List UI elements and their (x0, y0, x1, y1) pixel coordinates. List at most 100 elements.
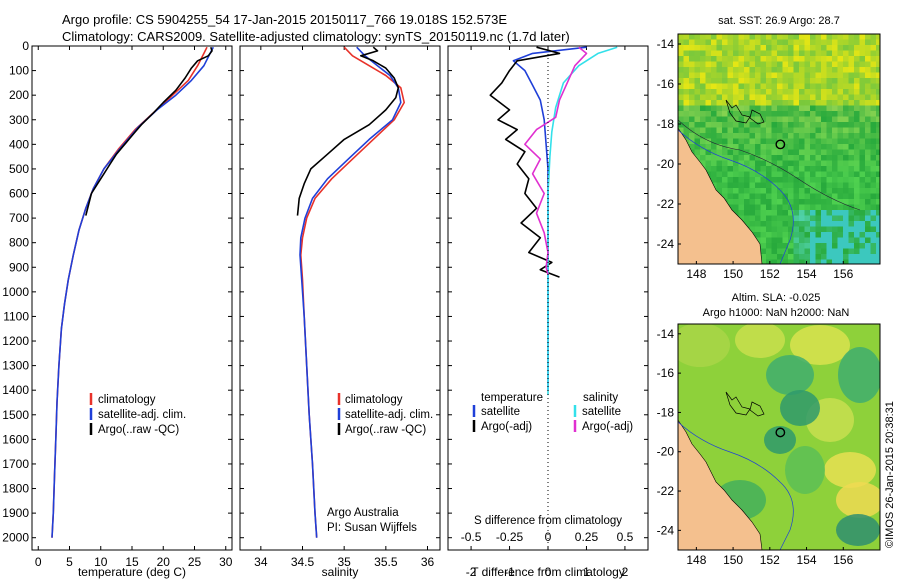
x-tick-label: 1 (583, 565, 590, 579)
figure-title-line1: Argo profile: CS 5904255_54 17-Jan-2015 … (62, 12, 507, 27)
x-tick-label: 0 (545, 565, 552, 579)
map-y-tick-label: -14 (657, 37, 675, 51)
map-x-tick-label: 150 (723, 553, 743, 567)
y-tick-label: 300 (9, 113, 29, 127)
map-x-tick-label: 148 (686, 553, 706, 567)
legend-satellite-adj: satellite-adj. clim. (345, 409, 433, 421)
sla-map-subtitle: Argo h1000: NaN h2000: NaN (703, 307, 850, 319)
y-tick-label: 800 (9, 236, 29, 250)
legend-satellite-adj: satellite-adj. clim. (98, 409, 186, 421)
annotation-argo-australia: Argo Australia (327, 507, 399, 519)
x-tick-label: 35 (337, 555, 351, 569)
map-x-tick-label: 150 (723, 267, 743, 281)
y-tick-label: 2000 (2, 531, 29, 545)
x-tick-label: -2 (466, 565, 477, 579)
legend-salinity-argo: Argo(-adj) (582, 421, 633, 433)
series-line-argo-raw-qc- (296, 46, 400, 216)
y-tick-label: 1000 (2, 285, 29, 299)
salinity-plot: 34 34.5 35 35.5 36 (240, 45, 440, 569)
series-line-satellite-adj-clim- (299, 46, 402, 538)
x-tick-label-salinity: 0.5 (617, 530, 634, 544)
temperature-plot: 0 5 10 15 20 25 300100200300400500600700800900… (2, 39, 232, 569)
y-tick-label: 1400 (2, 383, 29, 397)
series-line-temperature-satellite (512, 46, 587, 391)
x-tick-label: 25 (188, 555, 202, 569)
y-tick-label: 1200 (2, 334, 29, 348)
series-line-argo-raw-qc- (85, 46, 213, 216)
y-tick-label: 100 (9, 64, 29, 78)
y-tick-label: 1600 (2, 432, 29, 446)
x-tick-label: 34.5 (291, 555, 315, 569)
temperature-legend: climatology satellite-adj. clim. Argo(..… (89, 393, 186, 436)
salinity-axes (239, 45, 441, 551)
series-line-climatology (300, 46, 405, 538)
difference-plot: -2 -1 0 1 2 -0.5 -0.25 0 0.25 0.5 (448, 45, 648, 579)
x-tick-label: 2 (622, 565, 629, 579)
difference-xlabel-temperature: T difference from climatology (471, 565, 625, 579)
x-tick-label: 15 (125, 555, 139, 569)
map-y-tick-label: -18 (657, 405, 675, 419)
series-line-temperature-argo-adj- (489, 46, 561, 278)
y-tick-label: 1300 (2, 359, 29, 373)
sst-map (678, 34, 880, 264)
legend-temperature-title: temperature (481, 392, 543, 404)
land-mass (678, 419, 763, 550)
legend-salinity-satellite: satellite (582, 406, 621, 418)
series-line-climatology (51, 46, 208, 538)
series-line-salinity-argo-adj- (524, 46, 588, 275)
legend-argo: Argo(..raw -QC) (345, 424, 426, 436)
x-tick-label: 0 (35, 555, 42, 569)
legend-climatology: climatology (345, 394, 403, 406)
x-tick-label: 20 (157, 555, 171, 569)
argo-position-marker (775, 427, 786, 438)
map-x-tick-label: 156 (833, 553, 853, 567)
credit-text: ©IMOS 26-Jan-2015 20:38:31 (884, 401, 896, 548)
map-x-tick-label: 154 (797, 553, 817, 567)
annotation-pi: PI: Susan Wijffels (327, 522, 417, 534)
y-tick-label: 700 (9, 211, 29, 225)
map-x-tick-label: 156 (833, 267, 853, 281)
legend-salinity-title: salinity (583, 392, 618, 404)
x-tick-label: 35.5 (374, 555, 398, 569)
x-tick-label: 5 (66, 555, 73, 569)
reef-outline (725, 99, 765, 125)
salinity-legend: climatology satellite-adj. clim. Argo(..… (337, 393, 433, 436)
series-line-satellite-adj-clim- (51, 46, 215, 538)
map-y-tick-label: -18 (657, 117, 675, 131)
difference-xlabel-salinity: S difference from climatology (474, 515, 622, 527)
sla-map (678, 324, 880, 550)
map-y-tick-label: -24 (657, 523, 675, 537)
y-tick-label: 200 (9, 88, 29, 102)
map-y-tick-label: -20 (657, 445, 675, 459)
y-tick-label: 1700 (2, 457, 29, 471)
depth-contour (678, 421, 794, 550)
map-x-tick-label: 148 (686, 267, 706, 281)
legend-climatology: climatology (98, 394, 156, 406)
y-tick-label: 0 (22, 39, 29, 53)
map-y-tick-label: -20 (657, 157, 675, 171)
legend-argo: Argo(..raw -QC) (98, 424, 179, 436)
map-y-tick-label: -14 (657, 327, 675, 341)
figure-title-line2: Climatology: CARS2009. Satellite-adjuste… (62, 29, 570, 44)
x-tick-label-salinity: 0 (545, 530, 552, 544)
y-tick-label: 1800 (2, 482, 29, 496)
x-tick-label-salinity: 0.25 (575, 530, 599, 544)
sst-map-frame (677, 33, 881, 265)
depth-contour (678, 129, 794, 264)
y-tick-label: 1500 (2, 408, 29, 422)
x-tick-label: 36 (421, 555, 435, 569)
y-tick-label: 400 (9, 137, 29, 151)
map-y-tick-label: -16 (657, 77, 675, 91)
x-tick-label-salinity: -0.5 (461, 530, 482, 544)
argo-position-marker (775, 139, 786, 150)
x-tick-label: -1 (504, 565, 515, 579)
map-y-tick-label: -16 (657, 366, 675, 380)
map-y-tick-label: -22 (657, 484, 675, 498)
map-y-tick-label: -24 (657, 237, 675, 251)
x-tick-label-salinity: -0.25 (496, 530, 524, 544)
series-line-salinity-satellite (547, 46, 618, 396)
y-tick-label: 1900 (2, 506, 29, 520)
y-tick-label: 900 (9, 260, 29, 274)
reef-outline (725, 391, 765, 417)
